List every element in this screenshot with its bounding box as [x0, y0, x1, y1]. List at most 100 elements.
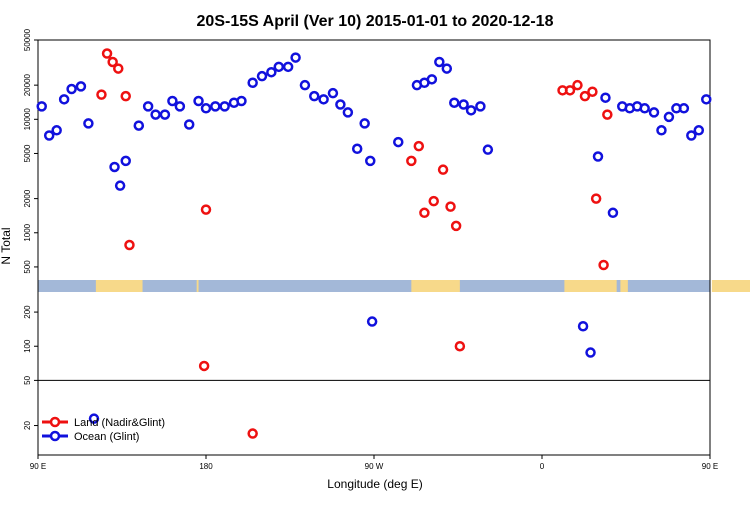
ocean-point [678, 103, 690, 114]
ocean-point [600, 92, 611, 103]
ocean-point [585, 347, 596, 358]
chart-title: 20S-15S April (Ver 10) 2015-01-01 to 202… [197, 13, 554, 30]
land-point [590, 193, 602, 204]
ocean-point [273, 61, 285, 73]
ocean-point [475, 101, 486, 112]
land-point [96, 89, 107, 100]
ocean-point [247, 77, 258, 88]
ocean-point [639, 103, 650, 114]
y-tick-label: 20 [23, 421, 32, 430]
ocean-point [465, 105, 477, 116]
y-tick-label: 10000 [23, 108, 32, 131]
land-point [587, 86, 598, 97]
land-point [579, 90, 591, 102]
land-point [572, 79, 583, 91]
land-segment [411, 280, 460, 292]
ocean-point [193, 95, 204, 107]
ocean-point [577, 321, 589, 332]
ocean-point [290, 52, 301, 63]
ocean-point [43, 130, 55, 141]
ocean-point [434, 56, 445, 68]
y-tick-label: 2000 [23, 189, 32, 207]
ocean-point [299, 79, 311, 91]
ocean-point [458, 99, 469, 110]
land-point [247, 428, 258, 439]
y-axis-label: N Total [0, 227, 13, 264]
ocean-point [51, 125, 62, 136]
ocean-point [393, 136, 404, 148]
land-point [454, 340, 466, 352]
y-tick-label: 20000 [23, 73, 32, 96]
ocean-point [75, 81, 87, 92]
ocean-point [36, 101, 47, 112]
ocean-point [159, 109, 171, 120]
ocean-point [342, 107, 354, 118]
ocean-point [592, 151, 604, 162]
land-point [419, 207, 430, 219]
ocean-point [266, 66, 277, 78]
land-segment [95, 280, 143, 292]
ocean-point [607, 207, 619, 219]
ocean-point [366, 316, 378, 327]
legend-land-label: Land (Nadir&Glint) [74, 417, 165, 429]
ocean-point [309, 90, 320, 102]
ocean-point [150, 109, 161, 120]
land-segment [564, 280, 617, 292]
x-tick-label: 90 W [365, 462, 384, 471]
legend-ocean-label: Ocean (Glint) [74, 431, 139, 443]
land-segment [620, 280, 628, 292]
ocean-point [693, 125, 705, 136]
ocean-point [351, 143, 363, 155]
x-axis-label: Longitude (deg E) [327, 477, 422, 491]
ocean-point [83, 118, 94, 129]
ocean-point [236, 95, 247, 107]
ocean-point [686, 130, 697, 141]
y-tick-label: 1000 [23, 223, 32, 241]
y-tick-label: 100 [23, 339, 32, 353]
ocean-point [701, 94, 712, 105]
y-tick-label: 5000 [23, 144, 32, 162]
land-ocean-strip [38, 280, 750, 292]
legend-ocean-marker [49, 430, 61, 442]
legend-land-marker [49, 416, 61, 428]
data-points [36, 48, 712, 439]
ocean-point [318, 94, 329, 105]
x-axis: 90 E 180 90 W 0 90 E [30, 455, 718, 471]
ocean-point [365, 155, 376, 167]
ocean-point [327, 87, 339, 99]
land-point [598, 259, 609, 271]
ocean-point [359, 118, 370, 129]
land-point [107, 56, 118, 68]
land-point [124, 239, 135, 251]
y-tick-label: 500 [23, 260, 32, 274]
plot-border [37, 39, 711, 456]
ocean-point [114, 180, 126, 191]
x-tick-label: 90 E [30, 462, 46, 471]
ocean-point [219, 101, 230, 112]
y-tick-label: 50000 [23, 28, 32, 51]
x-tick-label: 0 [540, 462, 545, 471]
ocean-point [66, 83, 77, 95]
land-point [101, 48, 113, 59]
land-point [602, 109, 613, 120]
ocean-point [449, 97, 460, 108]
land-segment [711, 280, 750, 292]
land-point [113, 63, 124, 74]
ocean-point [210, 101, 221, 112]
land-point [445, 201, 456, 212]
y-axis: 20 50 100 200 500 1000 2000 5000 10000 20000 50000 [23, 28, 38, 430]
ocean-point [109, 161, 120, 173]
ocean-point [183, 119, 195, 130]
land-point [120, 90, 131, 102]
ocean-point [174, 101, 186, 112]
x-tick-label: 90 E [702, 462, 718, 471]
ocean-point [133, 120, 145, 131]
ocean-point [426, 74, 438, 85]
ocean-point [200, 103, 212, 114]
y-tick-label: 200 [23, 305, 32, 319]
ocean-point [120, 155, 131, 167]
ocean-point [282, 61, 294, 73]
plot-frame [37, 39, 711, 456]
